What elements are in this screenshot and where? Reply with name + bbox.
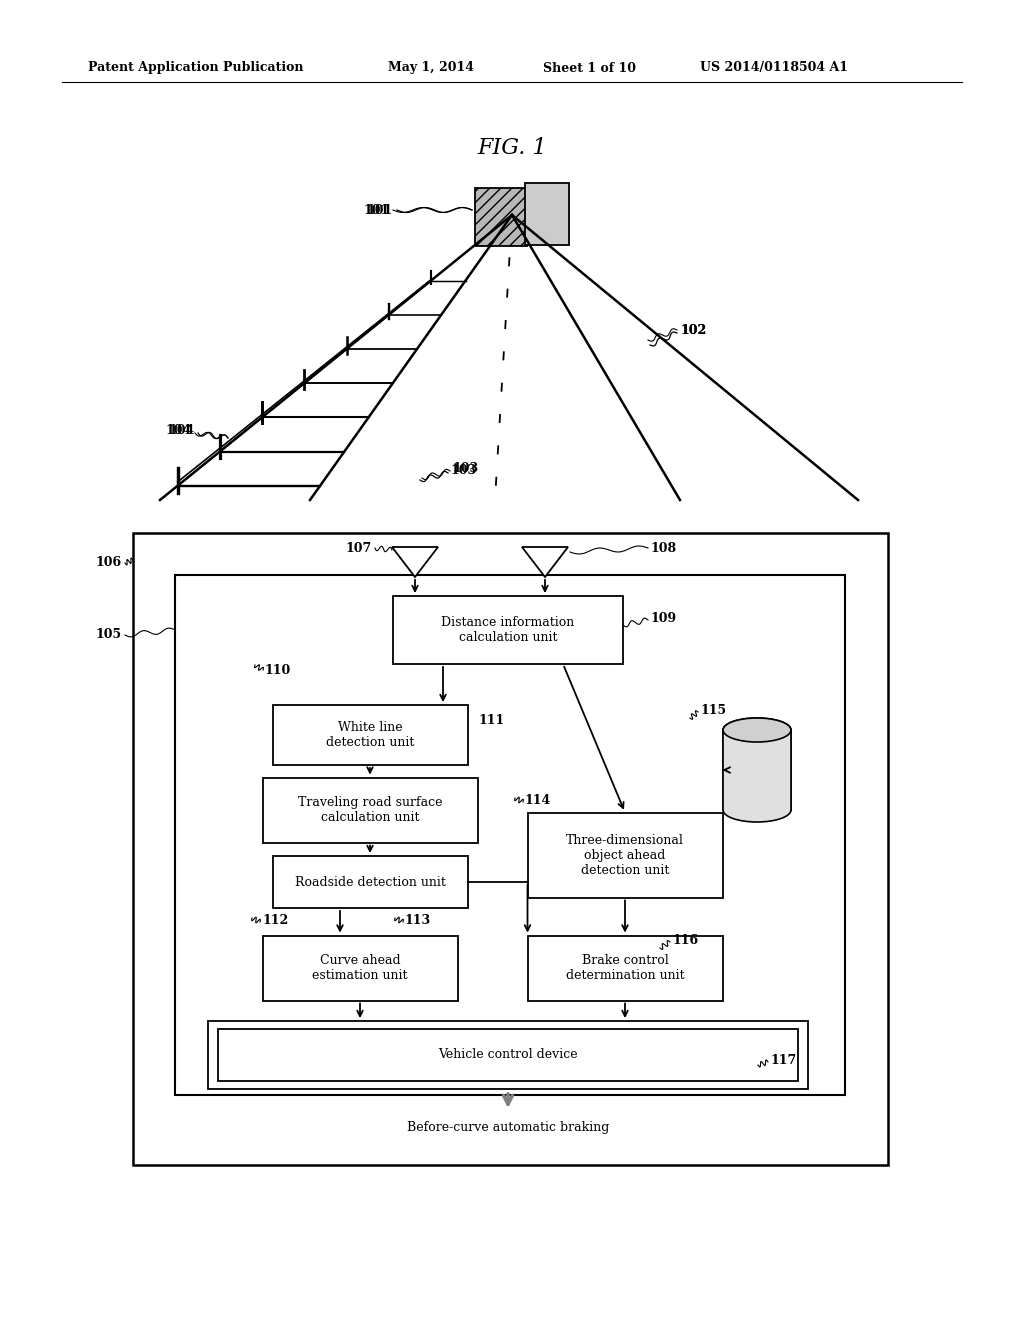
Bar xyxy=(475,187,527,246)
Text: US 2014/0118504 A1: US 2014/0118504 A1 xyxy=(700,62,848,74)
Text: 115: 115 xyxy=(700,704,726,717)
Bar xyxy=(218,1030,798,1081)
Bar xyxy=(272,855,468,908)
Text: 105: 105 xyxy=(96,628,122,642)
Text: 117: 117 xyxy=(770,1053,797,1067)
Text: 106: 106 xyxy=(96,557,122,569)
Text: 102: 102 xyxy=(680,323,707,337)
Text: 101: 101 xyxy=(364,203,390,216)
Text: Sheet 1 of 10: Sheet 1 of 10 xyxy=(543,62,636,74)
Bar xyxy=(527,936,723,1001)
Ellipse shape xyxy=(723,718,791,742)
Bar xyxy=(262,936,458,1001)
Polygon shape xyxy=(392,546,438,577)
Bar xyxy=(723,730,791,810)
Text: May 1, 2014: May 1, 2014 xyxy=(388,62,474,74)
Text: Distance information
calculation unit: Distance information calculation unit xyxy=(441,616,574,644)
Text: Vehicle control device: Vehicle control device xyxy=(438,1048,578,1061)
Text: 101: 101 xyxy=(367,203,393,216)
Text: 114: 114 xyxy=(525,793,551,807)
Text: 108: 108 xyxy=(650,541,676,554)
Text: Patent Application Publication: Patent Application Publication xyxy=(88,62,303,74)
Bar xyxy=(262,777,477,842)
Text: Brake control
determination unit: Brake control determination unit xyxy=(565,954,684,982)
Text: White line
detection unit: White line detection unit xyxy=(326,721,414,748)
Text: Curve ahead
estimation unit: Curve ahead estimation unit xyxy=(312,954,408,982)
Bar xyxy=(175,576,845,1096)
Text: 112: 112 xyxy=(262,913,288,927)
Ellipse shape xyxy=(723,718,791,742)
Text: FIG. 1: FIG. 1 xyxy=(477,137,547,158)
Bar xyxy=(393,597,623,664)
Text: 104: 104 xyxy=(169,424,195,437)
Text: 103: 103 xyxy=(452,462,478,474)
Text: Three-dimensional
object ahead
detection unit: Three-dimensional object ahead detection… xyxy=(566,833,684,876)
Text: Roadside detection unit: Roadside detection unit xyxy=(295,875,445,888)
Bar xyxy=(208,1020,808,1089)
Text: 104: 104 xyxy=(166,424,193,437)
Bar xyxy=(133,533,888,1166)
Ellipse shape xyxy=(723,799,791,822)
Text: Before-curve automatic braking: Before-curve automatic braking xyxy=(407,1121,609,1134)
Bar xyxy=(723,730,791,810)
Text: 102: 102 xyxy=(680,323,707,337)
Text: 110: 110 xyxy=(265,664,291,676)
Polygon shape xyxy=(522,546,568,577)
Text: 111: 111 xyxy=(478,714,504,726)
Bar xyxy=(527,813,723,898)
Bar xyxy=(272,705,468,766)
Text: Traveling road surface
calculation unit: Traveling road surface calculation unit xyxy=(298,796,442,824)
Text: 116: 116 xyxy=(672,933,698,946)
Text: 109: 109 xyxy=(650,611,676,624)
Bar xyxy=(525,183,569,246)
Text: 103: 103 xyxy=(450,463,476,477)
Text: 113: 113 xyxy=(406,913,431,927)
Text: 107: 107 xyxy=(346,541,372,554)
